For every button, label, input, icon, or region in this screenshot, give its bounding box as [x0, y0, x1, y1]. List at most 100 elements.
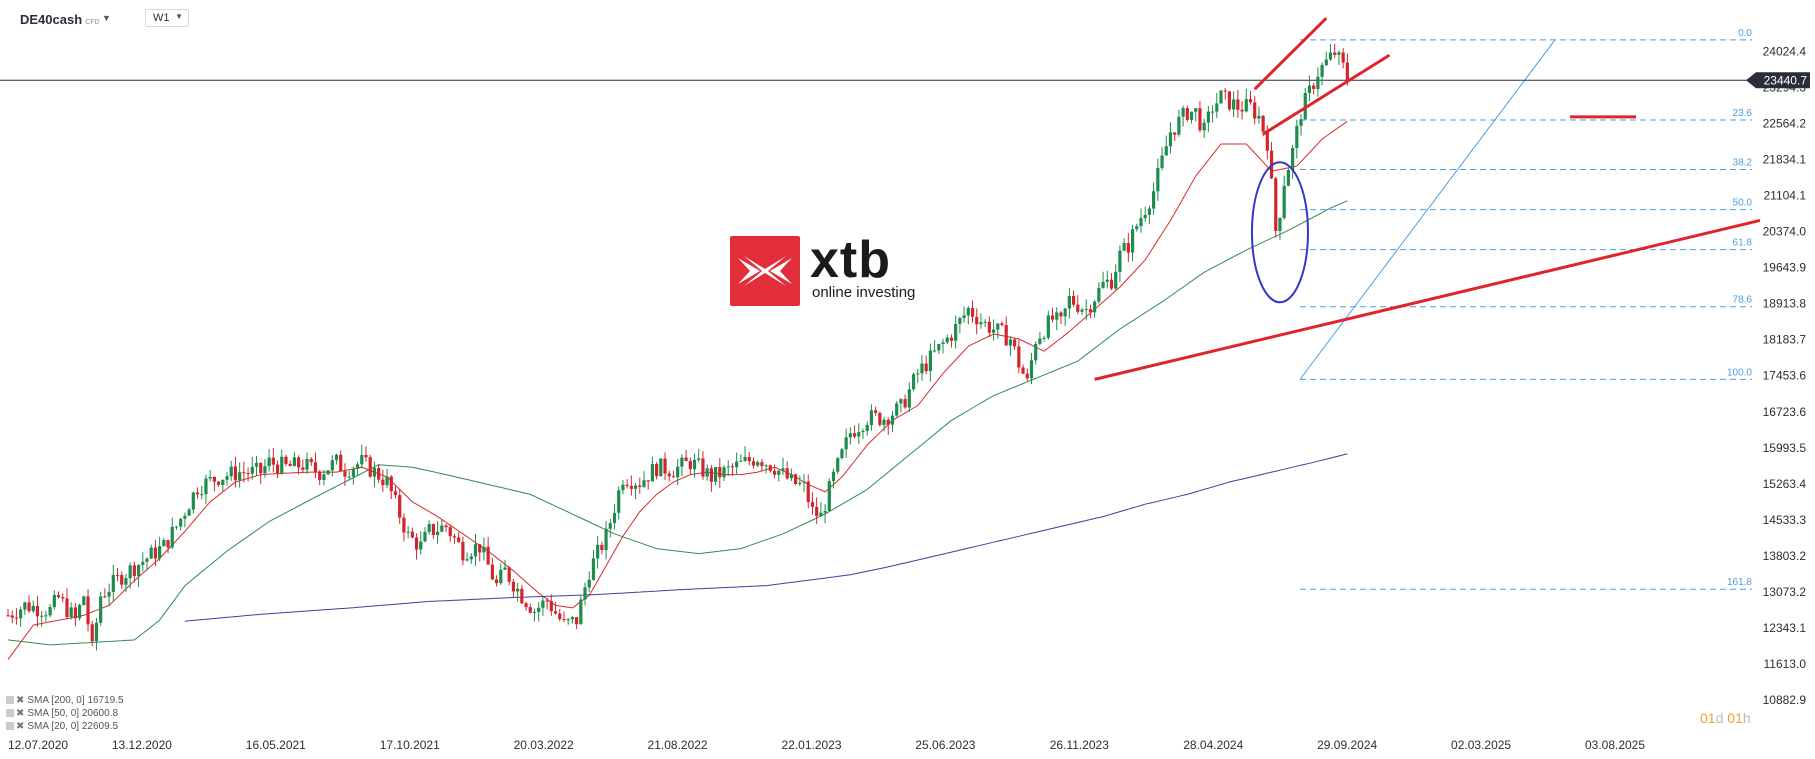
candle-body — [141, 561, 145, 566]
symbol-selector[interactable]: DE40cash CFD — [20, 12, 100, 27]
candle-body — [191, 492, 195, 510]
candle-body — [1278, 217, 1282, 231]
candle-body — [516, 588, 520, 592]
candle-body — [318, 471, 322, 480]
candle-body — [629, 485, 633, 489]
candle-body — [381, 479, 385, 486]
candle-body — [1038, 338, 1042, 344]
candle-body — [747, 456, 751, 462]
candle-body — [187, 509, 191, 516]
candle-body — [330, 460, 334, 471]
candle-body — [313, 462, 318, 472]
candle-body — [69, 607, 73, 617]
candle-body — [284, 456, 288, 464]
candle-body — [659, 458, 663, 477]
legend-item[interactable]: ✖ SMA [20, 0] 22609.5 — [6, 720, 124, 733]
candle-body — [1122, 242, 1126, 251]
candle-body — [650, 463, 655, 482]
candle-body — [680, 457, 684, 467]
time-tick-label: 21.08.2022 — [648, 738, 708, 752]
candle-body — [48, 607, 52, 616]
fib-level-label: 23.6 — [1733, 108, 1753, 119]
candle-body — [1004, 325, 1008, 346]
candle-body — [1320, 65, 1324, 77]
candle-body — [625, 484, 629, 486]
candle-body — [642, 480, 646, 487]
candle-body — [1202, 122, 1206, 131]
candle-body — [115, 574, 120, 576]
candle-body — [852, 433, 857, 437]
candle-body — [810, 502, 815, 507]
candle-body — [1274, 178, 1278, 231]
candle-body — [937, 344, 941, 351]
candle-body — [764, 465, 768, 467]
candle-body — [305, 458, 309, 470]
candle-body — [1299, 119, 1303, 126]
legend-item[interactable]: ✖ SMA [200, 0] 16719.5 — [6, 694, 124, 707]
candle-body — [1126, 242, 1130, 253]
candle-body — [958, 318, 962, 324]
fibonacci-retracement[interactable]: 0.0 23.6 38.2 50.0 61.8 78.6 100.0 161.8 — [0, 28, 1753, 590]
candle-body — [398, 495, 402, 518]
candle-body — [566, 619, 570, 621]
candle-body — [461, 541, 465, 561]
candle-body — [149, 547, 153, 559]
trend-drawings[interactable] — [1094, 17, 1761, 381]
candle-body — [250, 466, 254, 474]
candle-body — [1337, 52, 1341, 55]
candle-body — [638, 485, 642, 487]
candle-body — [1013, 339, 1017, 347]
candle-body — [158, 546, 162, 559]
candle-body — [574, 617, 579, 625]
candle-body — [667, 473, 671, 477]
candle-body — [1101, 281, 1105, 288]
candle-body — [14, 617, 19, 619]
candle-body — [221, 479, 225, 485]
candle-body — [924, 363, 928, 372]
chevron-down-icon[interactable]: ▼ — [102, 13, 111, 23]
candle-body — [347, 476, 351, 478]
candle-body — [322, 474, 326, 480]
candle-body — [297, 457, 301, 468]
timeframe-selector[interactable]: W1 ▼ — [145, 9, 189, 27]
candle-body — [78, 604, 82, 619]
price-axis: 24024.423294.322564.221834.121104.120374… — [1746, 44, 1810, 707]
candle-body — [200, 494, 204, 496]
candle-body — [735, 461, 739, 468]
candle-body — [558, 613, 562, 620]
candle-body — [1333, 52, 1337, 55]
candle-body — [865, 424, 869, 431]
candle-body — [1080, 309, 1084, 312]
candle-body — [393, 491, 398, 496]
candle-body — [1017, 346, 1021, 368]
candle-body — [979, 322, 983, 325]
candle-body — [1109, 279, 1114, 289]
candle-body — [124, 578, 128, 585]
candle-body — [280, 456, 284, 474]
candle-body — [444, 525, 448, 528]
channel-lower-line — [1262, 53, 1391, 136]
price-tick-label: 19643.9 — [1763, 261, 1807, 275]
price-tick-label: 14533.3 — [1763, 513, 1807, 527]
candle-body — [1341, 52, 1345, 63]
candle-body — [107, 591, 111, 597]
candle-body — [751, 461, 756, 466]
candle-body — [1232, 99, 1236, 110]
candle-body — [377, 467, 381, 480]
time-tick-label: 03.08.2025 — [1585, 738, 1645, 752]
candle-body — [907, 389, 911, 408]
candle-body — [987, 321, 991, 333]
candle-body — [103, 596, 107, 598]
candle-body — [1008, 339, 1013, 346]
candle-body — [701, 458, 705, 477]
candle-body — [781, 468, 785, 471]
legend-item[interactable]: ✖ SMA [50, 0] 20600.8 — [6, 707, 124, 720]
candle-body — [591, 558, 596, 580]
candle-body — [1046, 315, 1050, 338]
candle-body — [903, 399, 907, 408]
candle-body — [1240, 109, 1244, 112]
candle-body — [35, 605, 40, 617]
candle-body — [457, 537, 461, 542]
time-tick-label: 02.03.2025 — [1451, 738, 1511, 752]
